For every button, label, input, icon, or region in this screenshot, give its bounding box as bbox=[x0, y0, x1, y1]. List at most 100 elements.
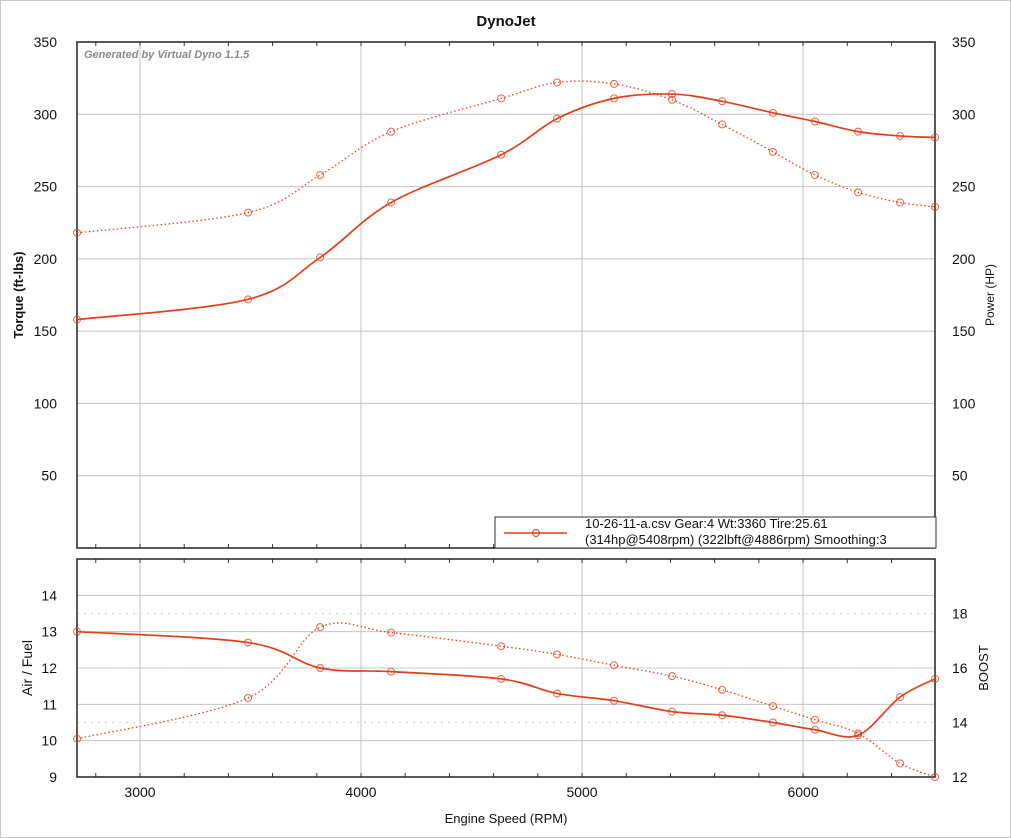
data-point bbox=[810, 171, 819, 180]
x-tick-label: 5000 bbox=[566, 784, 597, 800]
data-point bbox=[387, 198, 396, 207]
y2-tick-label: 350 bbox=[952, 34, 976, 50]
data-point bbox=[387, 667, 396, 676]
data-point bbox=[610, 94, 619, 103]
y-tick-label: 150 bbox=[34, 323, 58, 339]
data-point bbox=[931, 674, 939, 683]
y2-tick-label: 16 bbox=[952, 660, 968, 676]
data-point bbox=[497, 94, 506, 103]
y-tick-label: 50 bbox=[41, 468, 57, 484]
data-point bbox=[316, 253, 325, 262]
data-point bbox=[244, 638, 253, 647]
data-point bbox=[667, 95, 676, 104]
y2-tick-label: 200 bbox=[952, 251, 976, 267]
data-point bbox=[718, 97, 727, 106]
data-point bbox=[553, 114, 562, 123]
y2-tick-label: 300 bbox=[952, 106, 976, 122]
legend-marker bbox=[532, 529, 540, 537]
x-tick-label: 6000 bbox=[787, 784, 818, 800]
data-point bbox=[553, 78, 562, 87]
torque-line bbox=[76, 80, 936, 234]
y-tick-label: 200 bbox=[34, 251, 58, 267]
data-point bbox=[768, 702, 777, 711]
data-point bbox=[768, 108, 777, 117]
data-point bbox=[73, 228, 81, 237]
upper-plot: 50 100 150 200 250 300 350 50 100 150 200 250 300 350 bbox=[34, 34, 976, 549]
data-point bbox=[896, 759, 905, 768]
power-axis-label: Power (HP) bbox=[983, 264, 997, 326]
data-point bbox=[810, 725, 819, 734]
data-point bbox=[768, 147, 777, 156]
data-point bbox=[896, 693, 905, 702]
y2-tick-label: 14 bbox=[952, 715, 968, 731]
air-fuel-line bbox=[76, 630, 936, 738]
data-point bbox=[768, 718, 777, 727]
boost-line bbox=[76, 622, 936, 778]
y-tick-label: 10 bbox=[41, 733, 57, 749]
data-point bbox=[316, 664, 325, 672]
data-point bbox=[553, 650, 562, 659]
data-point bbox=[316, 623, 325, 632]
x-axis-label: Engine Speed (RPM) bbox=[445, 811, 568, 826]
y2-tick-label: 100 bbox=[952, 395, 976, 411]
data-point bbox=[497, 642, 506, 651]
afr-axis-label: Air / Fuel bbox=[19, 640, 35, 696]
data-point bbox=[387, 628, 396, 637]
data-point bbox=[667, 672, 676, 681]
data-point bbox=[810, 715, 819, 724]
data-point bbox=[854, 127, 863, 136]
watermark: Generated by Virtual Dyno 1.1.5 bbox=[84, 49, 250, 61]
legend-line2: (314hp@5408rpm) (322lbft@4886rpm) Smooth… bbox=[585, 532, 887, 547]
data-point bbox=[497, 674, 506, 683]
data-point bbox=[854, 188, 863, 197]
data-point bbox=[73, 315, 81, 324]
y-tick-label: 300 bbox=[34, 106, 58, 122]
y-tick-label: 13 bbox=[41, 624, 57, 640]
y2-tick-label: 50 bbox=[952, 468, 968, 484]
data-point bbox=[387, 127, 396, 136]
y-tick-label: 350 bbox=[34, 34, 58, 50]
data-point bbox=[667, 707, 676, 716]
data-point bbox=[718, 120, 727, 129]
y-tick-label: 100 bbox=[34, 395, 58, 411]
data-point bbox=[73, 627, 81, 636]
data-point bbox=[931, 133, 939, 142]
boost-axis-label: BOOST bbox=[976, 645, 991, 691]
data-point bbox=[810, 117, 819, 126]
data-point bbox=[931, 202, 939, 211]
data-point bbox=[244, 693, 253, 702]
y-tick-label: 250 bbox=[34, 179, 58, 195]
legend-box bbox=[494, 516, 937, 549]
y-tick-label: 12 bbox=[41, 660, 57, 676]
y2-tick-label: 150 bbox=[952, 323, 976, 339]
data-point bbox=[244, 295, 253, 304]
data-point bbox=[718, 685, 727, 694]
data-point bbox=[854, 729, 863, 738]
data-point bbox=[896, 131, 905, 140]
data-point bbox=[553, 689, 562, 698]
y2-tick-label: 12 bbox=[952, 769, 968, 785]
data-point bbox=[316, 171, 325, 180]
data-point bbox=[497, 150, 506, 159]
torque-axis-label: Torque (ft-lbs) bbox=[11, 251, 26, 338]
data-point bbox=[610, 696, 619, 705]
data-point bbox=[896, 198, 905, 207]
data-point bbox=[610, 661, 619, 670]
y2-tick-label: 18 bbox=[952, 606, 968, 622]
data-point bbox=[610, 79, 619, 88]
plot-border bbox=[76, 41, 936, 549]
y2-tick-label: 250 bbox=[952, 179, 976, 195]
data-point bbox=[931, 773, 939, 781]
plot-border bbox=[76, 558, 936, 778]
legend: 10-26-11-a.csv Gear:4 Wt:3360 Tire:25.61… bbox=[494, 516, 937, 549]
data-point bbox=[667, 90, 676, 99]
y-tick-label: 14 bbox=[41, 587, 57, 603]
data-point bbox=[718, 711, 727, 720]
y-tick-label: 9 bbox=[49, 769, 57, 785]
lower-plot: 3000 4000 5000 6000 9 10 11 12 13 14 12 14 16 18 bbox=[41, 558, 968, 800]
x-tick-label: 4000 bbox=[345, 784, 376, 800]
data-point bbox=[73, 734, 81, 743]
power-line bbox=[76, 93, 936, 321]
legend-line1: 10-26-11-a.csv Gear:4 Wt:3360 Tire:25.61 bbox=[585, 516, 828, 531]
